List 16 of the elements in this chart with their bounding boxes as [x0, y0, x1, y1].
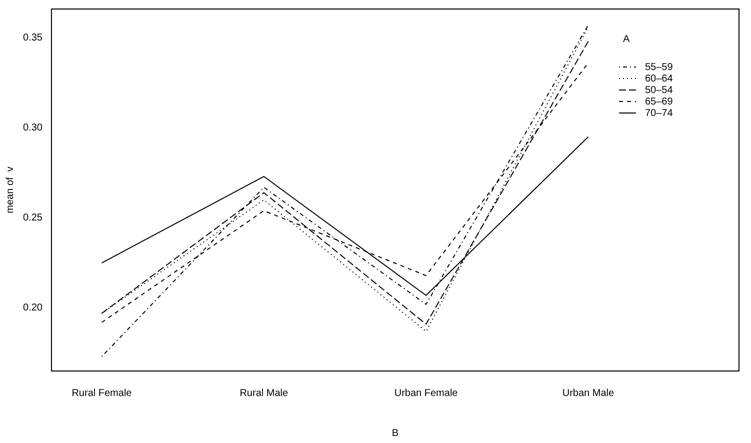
legend-title: A: [623, 34, 630, 45]
y-tick-label: 0.20: [22, 302, 43, 314]
x-tick-label: Rural Female: [72, 388, 132, 399]
legend-label: 50–54: [645, 84, 674, 96]
legend-label: 65–69: [645, 96, 674, 108]
x-axis-title: B: [392, 428, 399, 439]
legend-label: 60–64: [645, 73, 674, 84]
y-tick-label: 0.35: [22, 32, 43, 44]
x-tick-label: Rural Male: [240, 388, 288, 399]
y-tick-label: 0.30: [22, 122, 43, 134]
legend-label: 70–74: [645, 108, 674, 119]
x-tick-label: Urban Male: [562, 388, 614, 399]
y-axis-title: mean of v: [4, 166, 16, 214]
legend-label: 55–59: [645, 62, 674, 73]
x-tick-label: Urban Female: [394, 388, 458, 399]
y-tick-label: 0.25: [22, 212, 43, 224]
